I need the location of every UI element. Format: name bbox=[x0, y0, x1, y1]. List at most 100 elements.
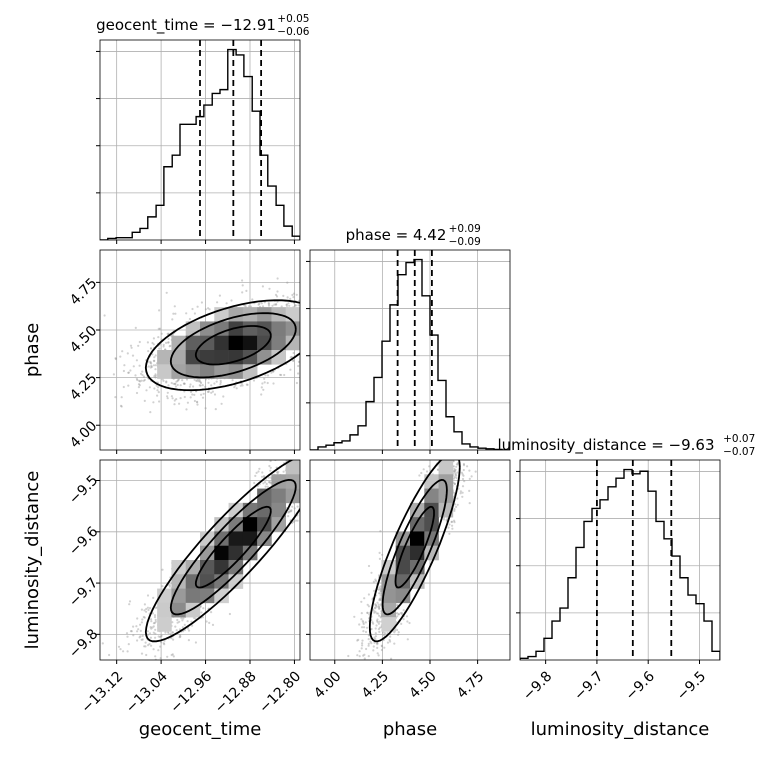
sample-point bbox=[165, 381, 168, 384]
sample-point bbox=[241, 291, 244, 294]
sample-point bbox=[188, 385, 191, 388]
density-cell bbox=[242, 335, 258, 351]
sample-point bbox=[304, 328, 306, 330]
sample-point bbox=[152, 343, 155, 346]
sample-point bbox=[378, 607, 381, 610]
sample-point bbox=[377, 605, 381, 608]
sample-point bbox=[440, 457, 442, 459]
density-cell bbox=[285, 335, 300, 351]
sample-point bbox=[304, 504, 306, 506]
sample-point bbox=[353, 615, 356, 618]
y-tick-label-luminosity_distance: −9.7 bbox=[66, 575, 101, 610]
sample-point bbox=[239, 384, 242, 387]
sample-point bbox=[234, 384, 237, 387]
sample-point bbox=[329, 323, 331, 325]
sample-point bbox=[311, 331, 313, 333]
sample-point bbox=[145, 653, 148, 657]
sample-point bbox=[193, 399, 196, 403]
sample-point bbox=[402, 609, 405, 612]
sample-point bbox=[131, 354, 135, 357]
sample-point bbox=[447, 526, 450, 529]
sample-point bbox=[148, 607, 152, 610]
sample-point bbox=[376, 641, 379, 645]
sample-point bbox=[315, 326, 317, 328]
panel-frame bbox=[519, 459, 721, 661]
y-tick-label-phase: 4.00 bbox=[67, 418, 100, 451]
sample-point bbox=[199, 384, 202, 387]
sample-point bbox=[301, 481, 303, 483]
sample-point bbox=[240, 382, 243, 385]
sample-point bbox=[277, 441, 279, 443]
density-cell bbox=[410, 531, 425, 547]
sample-point bbox=[453, 508, 456, 511]
sample-point bbox=[363, 663, 365, 665]
sample-point bbox=[132, 625, 135, 628]
sample-point bbox=[396, 615, 399, 618]
sample-point bbox=[222, 395, 225, 398]
sample-point bbox=[366, 611, 369, 615]
sample-point bbox=[154, 632, 157, 635]
sample-point bbox=[376, 646, 379, 650]
sample-point bbox=[269, 469, 272, 472]
sample-point bbox=[291, 359, 295, 362]
sample-point bbox=[357, 638, 360, 642]
sample-point bbox=[149, 360, 152, 363]
2d-panel-phase-luminosity_distance bbox=[306, 429, 511, 665]
sample-point bbox=[162, 379, 165, 382]
sample-point bbox=[451, 429, 453, 431]
sample-point bbox=[145, 610, 148, 613]
sample-point bbox=[152, 625, 155, 628]
sample-point bbox=[324, 339, 326, 341]
x-axis-label-phase: phase bbox=[383, 719, 437, 740]
sample-point bbox=[139, 623, 142, 626]
sample-point bbox=[139, 372, 143, 375]
density-cell bbox=[228, 545, 244, 561]
sample-point bbox=[171, 318, 174, 321]
sample-point bbox=[379, 585, 382, 588]
sample-point bbox=[295, 381, 298, 385]
sample-point bbox=[153, 356, 156, 359]
sample-point bbox=[175, 398, 178, 401]
sample-point bbox=[147, 365, 150, 368]
sample-point bbox=[126, 352, 129, 355]
sample-point bbox=[306, 429, 308, 431]
density-cell bbox=[214, 531, 229, 547]
sample-point bbox=[463, 480, 466, 483]
sample-point bbox=[275, 295, 279, 298]
sample-point bbox=[210, 384, 213, 387]
density-cell bbox=[185, 335, 201, 351]
sample-point bbox=[261, 471, 264, 474]
sample-point bbox=[132, 365, 135, 368]
sample-point bbox=[338, 300, 340, 302]
sample-point bbox=[161, 585, 164, 588]
sample-point bbox=[300, 463, 302, 465]
sample-point bbox=[276, 451, 278, 453]
sample-point bbox=[179, 634, 182, 637]
density-cell bbox=[257, 488, 272, 504]
sample-point bbox=[269, 482, 272, 485]
sample-point bbox=[367, 593, 370, 596]
sample-point bbox=[330, 320, 332, 322]
sample-point bbox=[465, 456, 467, 458]
sample-point bbox=[331, 298, 333, 300]
sample-point bbox=[167, 632, 170, 635]
density-cell bbox=[171, 602, 187, 618]
sample-point bbox=[370, 627, 373, 631]
sample-point bbox=[370, 571, 373, 574]
sample-point bbox=[378, 586, 381, 589]
sample-point bbox=[386, 641, 390, 644]
sample-point bbox=[313, 472, 315, 474]
density-cell bbox=[185, 350, 201, 365]
sample-point bbox=[179, 384, 182, 387]
sample-point bbox=[323, 297, 325, 299]
sample-point bbox=[468, 489, 471, 492]
sample-point bbox=[378, 614, 381, 617]
sample-point bbox=[128, 676, 130, 678]
sample-point bbox=[166, 332, 169, 335]
sample-point bbox=[171, 631, 174, 634]
sample-point bbox=[269, 466, 272, 469]
sample-point bbox=[202, 607, 205, 610]
sample-point bbox=[438, 448, 440, 450]
sample-point bbox=[289, 457, 291, 459]
sample-point bbox=[452, 457, 454, 459]
